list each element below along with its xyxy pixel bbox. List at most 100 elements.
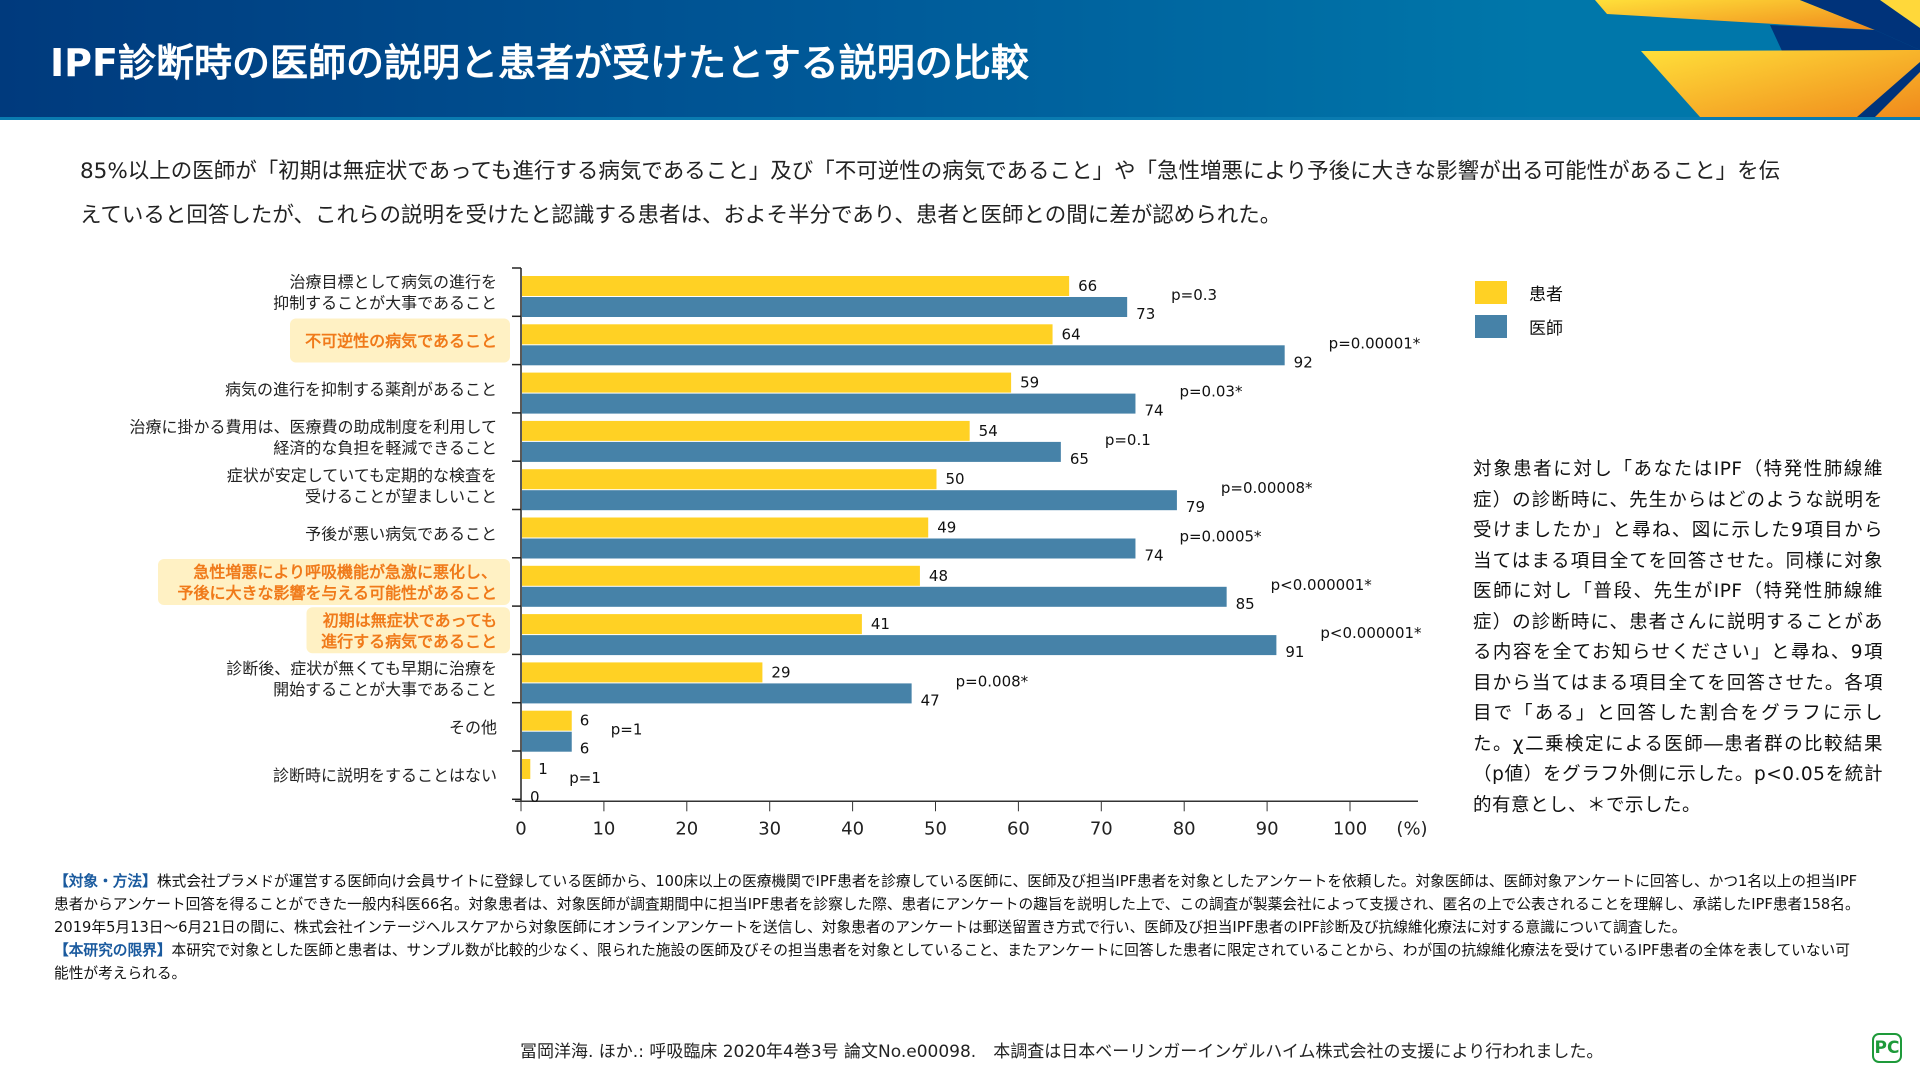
- x-tick-label: 90: [1256, 818, 1279, 839]
- category-label: 初期は無症状であっても: [323, 611, 497, 630]
- x-axis-unit-label: (%): [1396, 818, 1427, 839]
- p-value-label: p=0.1: [1105, 431, 1151, 449]
- x-tick-label: 80: [1173, 818, 1196, 839]
- bar-doctor: [522, 345, 1285, 366]
- bar-patient: [522, 372, 1012, 393]
- value-label-patient: 54: [979, 422, 998, 440]
- category-label: 診断時に説明をすることはない: [273, 766, 497, 785]
- limitations-lead: 【本研究の限界】: [54, 942, 172, 959]
- legend-swatch-doctor: [1475, 314, 1507, 338]
- x-tick-label: 20: [675, 818, 698, 839]
- p-value-label: p=0.00001*: [1329, 334, 1421, 352]
- bar-patient: [522, 276, 1070, 296]
- legend-item-doctor: 医師: [1475, 309, 1563, 343]
- bar-patient: [522, 662, 763, 683]
- bar-doctor: [522, 490, 1177, 511]
- value-label-patient: 29: [771, 663, 790, 681]
- bar-patient: [522, 469, 937, 490]
- category-label: 進行する病気であること: [321, 632, 497, 651]
- value-label-patient: 66: [1078, 277, 1097, 295]
- value-label-patient: 41: [871, 615, 890, 633]
- category-label: 病気の進行を抑制する薬剤があること: [225, 380, 497, 399]
- category-label: 不可逆性の病気であること: [305, 331, 497, 350]
- methods-lead: 【対象・方法】: [54, 873, 157, 890]
- bar-doctor: [522, 731, 572, 752]
- category-label: 急性増悪により呼吸機能が急激に悪化し、: [193, 562, 497, 581]
- value-label-doctor: 6: [580, 740, 590, 758]
- x-tick-label: 100: [1333, 818, 1367, 839]
- bar-patient: [522, 517, 929, 538]
- bar-patient: [522, 420, 970, 441]
- value-label-doctor: 74: [1144, 547, 1163, 565]
- bar-patient: [522, 710, 572, 731]
- chart-note: 対象患者に対し「あなたはIPF（特発性肺線維症）の診断時に、先生からはどのような…: [1473, 459, 1883, 816]
- header-banner: IPF診断時の医師の説明と患者が受けたとする説明の比較: [0, 0, 1920, 117]
- bar-doctor: [522, 683, 912, 704]
- value-label-patient: 64: [1062, 325, 1081, 343]
- value-label-doctor: 79: [1186, 498, 1205, 516]
- bar-patient: [522, 614, 862, 635]
- limitations-paragraph: 【本研究の限界】本研究で対象とした医師と患者は、サンプル数が比較的少なく、限られ…: [54, 939, 1864, 985]
- limitations-text: 本研究で対象とした医師と患者は、サンプル数が比較的少なく、限られた施設の医師及び…: [54, 942, 1850, 982]
- category-label: 経済的な負担を軽減できること: [273, 439, 497, 458]
- value-label-patient: 6: [580, 712, 590, 730]
- p-value-label: p=0.0005*: [1179, 528, 1262, 546]
- value-label-patient: 48: [929, 567, 948, 585]
- p-value-label: p=0.03*: [1179, 383, 1242, 401]
- value-label-patient: 1: [538, 760, 548, 778]
- value-label-doctor: 65: [1070, 450, 1089, 468]
- methods-paragraph: 【対象・方法】株式会社プラメドが運営する医師向け会員サイトに登録している医師から…: [54, 870, 1864, 939]
- header-underline: [0, 117, 1920, 120]
- bar-doctor: [522, 586, 1227, 607]
- category-highlight-box: [290, 318, 510, 363]
- category-label: 予後が悪い病気であること: [305, 525, 497, 544]
- citation: 冨岡洋海. ほか.: 呼吸臨床 2020年4巻3号 論文No.e00098. 本…: [520, 1042, 1604, 1062]
- bar-doctor: [522, 441, 1061, 462]
- category-label: 治療目標として病気の進行を: [289, 273, 497, 292]
- value-label-doctor: 91: [1285, 643, 1304, 661]
- category-label: その他: [449, 718, 497, 737]
- p-value-label: p<0.000001*: [1320, 624, 1422, 642]
- header-decoration: [1595, 0, 1920, 117]
- bar-doctor: [522, 538, 1136, 559]
- legend-item-patient: 患者: [1475, 275, 1563, 309]
- p-value-label: p=0.00008*: [1221, 479, 1313, 497]
- category-label: 予後に大きな影響を与える可能性があること: [177, 583, 497, 602]
- summary-text: 85%以上の医師が「初期は無症状であっても進行する病気であること」及び「不可逆性…: [80, 159, 1781, 228]
- category-highlight-box: [158, 558, 510, 605]
- category-label: 受けることが望ましいこと: [305, 487, 497, 506]
- x-tick-label: 10: [592, 818, 615, 839]
- p-value-label: p=0.3: [1171, 286, 1217, 304]
- category-label: 症状が安定していても定期的な検査を: [227, 466, 497, 485]
- value-label-doctor: 73: [1136, 305, 1155, 323]
- value-label-patient: 59: [1020, 374, 1039, 392]
- bar-patient: [522, 759, 531, 779]
- p-value-label: p=1: [611, 721, 643, 739]
- x-tick-label: 40: [841, 818, 864, 839]
- category-highlight-box: [306, 607, 510, 654]
- x-tick-label: 70: [1090, 818, 1113, 839]
- bar-doctor: [522, 393, 1136, 414]
- p-value-label: p=0.008*: [956, 672, 1029, 690]
- pc-logo-icon: PC: [1872, 1033, 1902, 1063]
- value-label-doctor: 74: [1144, 402, 1163, 420]
- category-label: 抑制することが大事であること: [273, 294, 497, 313]
- bar-doctor: [522, 635, 1277, 656]
- bar-patient: [522, 565, 920, 586]
- legend-label-patient: 患者: [1529, 284, 1563, 305]
- x-tick-label: 30: [758, 818, 781, 839]
- category-label: 治療に掛かる費用は、医療費の助成制度を利用して: [129, 418, 497, 437]
- category-label: 診断後、症状が無くても早期に治療を: [226, 659, 497, 678]
- methods-text: 株式会社プラメドが運営する医師向け会員サイトに登録している医師から、100床以上…: [54, 873, 1860, 936]
- legend-swatch-patient: [1475, 280, 1507, 304]
- value-label-doctor: 47: [921, 691, 940, 709]
- p-value-label: p=1: [569, 769, 601, 787]
- p-value-label: p<0.000001*: [1271, 576, 1373, 594]
- value-label-doctor: 85: [1236, 595, 1255, 613]
- category-label: 開始することが大事であること: [273, 680, 497, 699]
- bar-chart: 0 10 20 30 40 50 60 70 80 90 100 (%) 治療目標として病気の進行を抑制…: [129, 267, 1428, 839]
- bar-patient: [522, 324, 1053, 345]
- x-tick-label: 50: [924, 818, 947, 839]
- x-tick-label: 0: [515, 818, 526, 839]
- x-tick-label: 60: [1007, 818, 1030, 839]
